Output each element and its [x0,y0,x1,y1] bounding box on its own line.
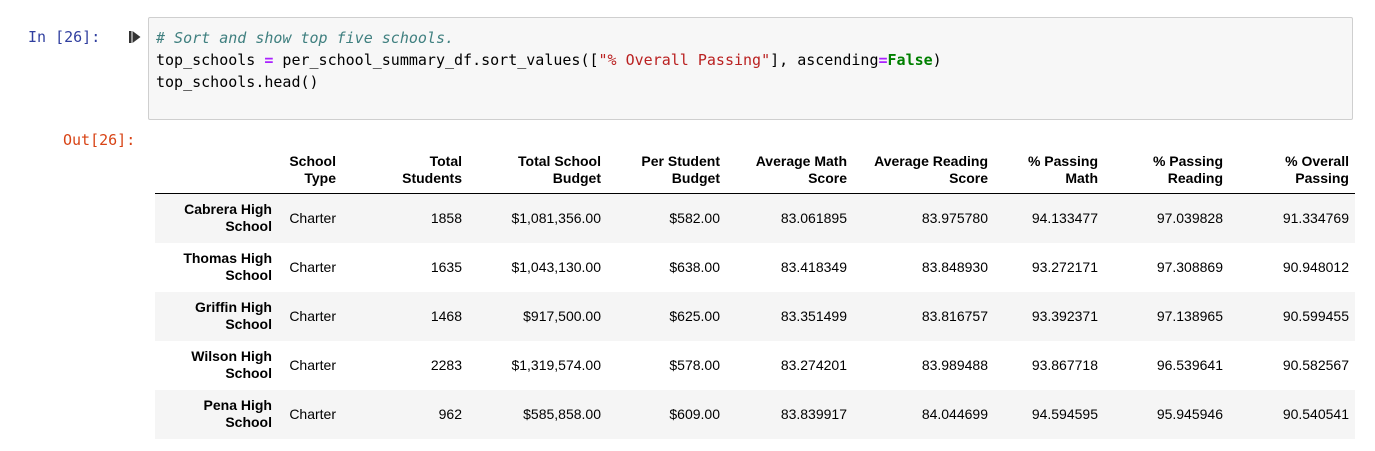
table-cell: 93.272171 [1031,259,1098,275]
table-cell: Charter [289,308,336,324]
code-string: "% Overall Passing" [598,51,771,69]
table-row: Wilson High School Charter 2283 $1,319,57… [155,341,1355,390]
table-cell: $625.00 [669,308,720,324]
table-cell: 1635 [430,259,462,275]
table-cell: 93.867718 [1031,357,1098,373]
table-cell: $609.00 [669,406,720,422]
row-index: Thomas High School [183,250,272,283]
code-comment: # Sort and show top five schools. [156,29,455,47]
column-header: Average Reading Score [853,147,994,194]
row-index: Wilson High School [191,348,272,381]
code-line-1: # Sort and show top five schools. [156,27,454,49]
code-text: ], ascending [770,51,879,69]
table-cell: 83.989488 [921,357,988,373]
table-cell: 96.539641 [1156,357,1223,373]
dataframe-table: School Type Total Students Total School Bud… [155,147,1355,439]
table-cell: 90.599455 [1282,308,1349,324]
code-line-3: top_schools.head() [156,71,319,93]
table-cell: $1,043,130.00 [511,259,601,275]
column-header: Total Students [342,147,468,194]
table-row: Thomas High School Charter 1635 $1,043,13… [155,243,1355,292]
column-header: Average Math Score [726,147,853,194]
code-keyword: False [887,51,933,69]
table-cell: 83.418349 [780,259,847,275]
table-cell: 1468 [430,308,462,324]
table-cell: Charter [289,210,336,227]
code-operator: = [878,51,888,69]
code-line-2: top_schools = per_school_summary_df.sort… [156,49,942,71]
row-index: Pena High School [203,397,272,430]
table-cell: 95.945946 [1156,406,1223,422]
table-cell: Charter [289,406,336,422]
table-cell: $1,319,574.00 [511,357,601,373]
table-cell: 83.351499 [780,308,847,324]
table-cell: $638.00 [669,259,720,275]
table-cell: $582.00 [669,210,720,227]
table-cell: 97.039828 [1156,210,1223,227]
index-header [155,147,278,194]
table-cell: 962 [438,406,462,422]
column-header: % Passing Reading [1104,147,1229,194]
table-cell: 90.948012 [1282,259,1349,275]
table-cell: 84.044699 [921,406,988,422]
table-cell: 93.392371 [1031,308,1098,324]
table-cell: 83.839917 [780,406,847,422]
table-cell: 2283 [430,357,462,373]
table-cell: Charter [289,357,336,373]
table-row: Griffin High School Charter 1468 $917,500… [155,291,1355,341]
table-cell: $917,500.00 [523,308,601,324]
table-cell: $578.00 [669,357,720,373]
table-cell: 94.594595 [1031,406,1098,422]
table-row: Pena High School Charter 962 $585,858.00 … [155,389,1355,439]
output-prompt: Out[26]: [63,131,136,149]
input-prompt: In [26]: [28,28,101,46]
table-cell: 90.540541 [1282,406,1349,422]
code-text: top_schools [156,51,265,69]
header-row: School Type Total Students Total School Bud… [155,147,1355,194]
table-cell: 94.133477 [1031,210,1098,227]
column-header: Total School Budget [468,147,607,194]
table-cell: 1858 [430,210,462,227]
code-operator: = [264,51,274,69]
table-cell: 91.334769 [1282,210,1349,227]
table-cell: 90.582567 [1282,357,1349,373]
column-header: % Passing Math [994,147,1104,194]
table-cell: 83.848930 [921,259,988,275]
row-index: Cabrera High School [184,201,272,235]
code-text: top_schools.head() [156,73,319,91]
table-cell: 97.138965 [1156,308,1223,324]
table-cell: 83.816757 [921,308,988,324]
column-header: % Overall Passing [1229,147,1355,194]
code-cell-editor[interactable]: # Sort and show top five schools. top_sc… [148,17,1353,120]
run-cell-icon[interactable] [128,30,142,44]
table-cell: 83.061895 [780,210,847,227]
table-cell: 97.308869 [1156,259,1223,275]
table-cell: $1,081,356.00 [511,210,601,227]
column-header: Per Student Budget [607,147,726,194]
code-text: ) [932,51,942,69]
table-row: Cabrera High School Charter 1858 $1,081,3… [155,193,1355,243]
table-cell: Charter [289,259,336,275]
row-index: Griffin High School [195,299,272,332]
table-cell: $585,858.00 [523,406,601,422]
table-cell: 83.975780 [921,210,988,227]
code-text: per_school_summary_df.sort_values([ [273,51,599,69]
column-header: School Type [278,147,342,194]
table-cell: 83.274201 [780,357,847,373]
